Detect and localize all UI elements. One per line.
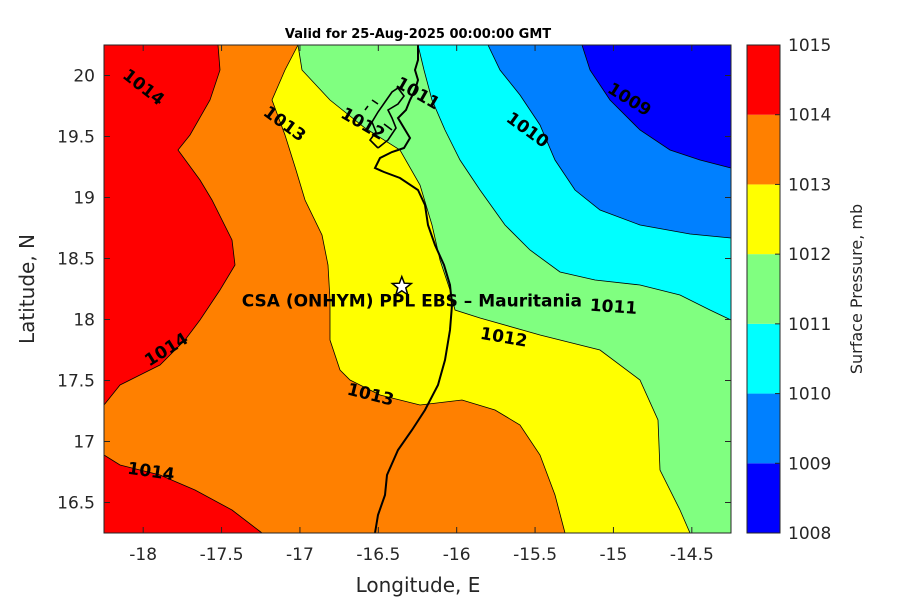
y-tick-label: 17 — [73, 433, 95, 453]
y-axis-label: Latitude, N — [15, 234, 39, 344]
contour-lines — [103, 44, 732, 534]
x-axis-ticks: -18 -17.5 -17 -16.5 -16 -15.5 -15 -14.5 — [129, 45, 714, 565]
coastline-main — [373, 45, 454, 534]
y-tick-label: 20 — [73, 67, 95, 87]
colorbar-swatch — [747, 393, 780, 464]
map-axes-box — [103, 44, 732, 534]
contour-label: 1011 — [589, 296, 638, 319]
colorbar-tick-label: 1011 — [788, 315, 831, 335]
contour-fill — [104, 45, 731, 533]
colorbar-tick-label: 1009 — [788, 454, 831, 474]
colorbar-swatch — [747, 184, 780, 255]
colorbar-tick-label: 1014 — [788, 106, 831, 126]
colorbar-label: Surface Pressure, mb — [847, 204, 866, 374]
contour-line-1010-1011 — [417, 44, 732, 321]
x-tick-label: -18 — [129, 545, 157, 565]
map-title: Valid for 25-Aug-2025 00:00:00 GMT — [285, 27, 551, 42]
colorbar-ticks: 1008 1009 1010 1011 1012 1013 1014 1015 — [775, 36, 831, 544]
x-tick-label: -15 — [600, 545, 628, 565]
y-tick-label: 19 — [73, 189, 95, 209]
colorbar-frame — [746, 44, 781, 534]
x-axis-label: Longitude, E — [356, 573, 481, 597]
y-axis-ticks: 16.5 17 17.5 18 18.5 19 19.5 20 — [57, 67, 731, 514]
x-tick-label: -15.5 — [513, 545, 557, 565]
colorbar — [747, 45, 780, 533]
x-tick-label: -16 — [443, 545, 471, 565]
contour-line-1008-1009 — [581, 44, 732, 169]
band-1008 — [582, 45, 731, 168]
colorbar-tick-label: 1008 — [788, 524, 831, 544]
colorbar-tick-label: 1012 — [788, 245, 831, 265]
x-tick-label: -17 — [286, 545, 314, 565]
site-label: CSA (ONHYM) PPL EBS – Mauritania — [242, 292, 582, 312]
x-tick-label: -14.5 — [670, 545, 714, 565]
y-tick-label: 18 — [73, 311, 95, 331]
site-marker: CSA (ONHYM) PPL EBS – Mauritania — [242, 274, 582, 312]
contour-line-1014-south — [103, 454, 263, 534]
coastline — [364, 45, 454, 534]
y-tick-label: 18.5 — [57, 250, 95, 270]
y-tick-label: 19.5 — [57, 128, 95, 148]
x-tick-label: -17.5 — [200, 545, 244, 565]
contour-line-1013-1014 — [103, 44, 236, 406]
contour-line-1009-1010 — [487, 44, 732, 239]
y-tick-label: 17.5 — [57, 372, 95, 392]
colorbar-swatch — [747, 254, 780, 324]
x-tick-label: -16.5 — [356, 545, 400, 565]
contour-line-1012-1013 — [271, 44, 566, 534]
colorbar-swatch — [747, 463, 780, 533]
star-icon — [390, 274, 414, 297]
colorbar-tick-label: 1013 — [788, 175, 831, 195]
coastline-islands — [364, 86, 405, 149]
colorbar-tick-label: 1015 — [788, 36, 831, 56]
colorbar-swatch — [747, 323, 780, 394]
colorbar-tick-label: 1010 — [788, 385, 831, 405]
colorbar-swatch — [747, 114, 780, 185]
colorbar-swatch — [747, 45, 780, 115]
y-tick-label: 16.5 — [57, 494, 95, 514]
